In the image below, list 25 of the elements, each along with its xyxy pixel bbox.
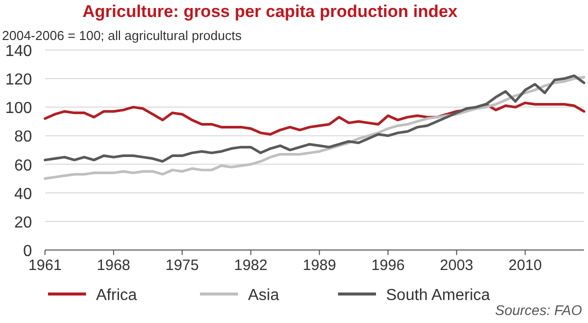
y-tick-label: 80: [14, 128, 32, 146]
line-series: [44, 76, 586, 180]
legend-label: Asia: [248, 287, 280, 304]
x-tick-label: 1961: [28, 257, 62, 274]
y-tick-label: 100: [5, 100, 32, 118]
x-tick-label: 1989: [302, 257, 336, 274]
chart-subtitle: 2004-2006 = 100; all agricultural products: [2, 28, 242, 43]
y-tick-label: 140: [5, 43, 32, 60]
y-tick-label: 120: [5, 72, 32, 89]
x-tick-label: 1968: [96, 257, 130, 274]
line-series: [44, 102, 586, 136]
y-tick-label: 40: [14, 186, 32, 203]
y-tick-label: 20: [14, 214, 32, 232]
x-tick-label: 1996: [371, 257, 405, 274]
source-note: Sources: FAO: [495, 302, 582, 318]
legend-label: Africa: [96, 287, 137, 304]
chart-title: Agriculture: gross per capita production index: [82, 2, 458, 21]
legend-label: South America: [386, 287, 490, 304]
x-tick-label: 1975: [166, 257, 199, 274]
y-tick-label: 0: [23, 243, 32, 260]
x-tick-label: 2003: [440, 257, 474, 274]
line-series: [44, 74, 586, 163]
x-tick-label: 2010: [508, 257, 542, 274]
x-tick-label: 1982: [234, 257, 268, 274]
y-tick-label: 60: [14, 157, 32, 174]
